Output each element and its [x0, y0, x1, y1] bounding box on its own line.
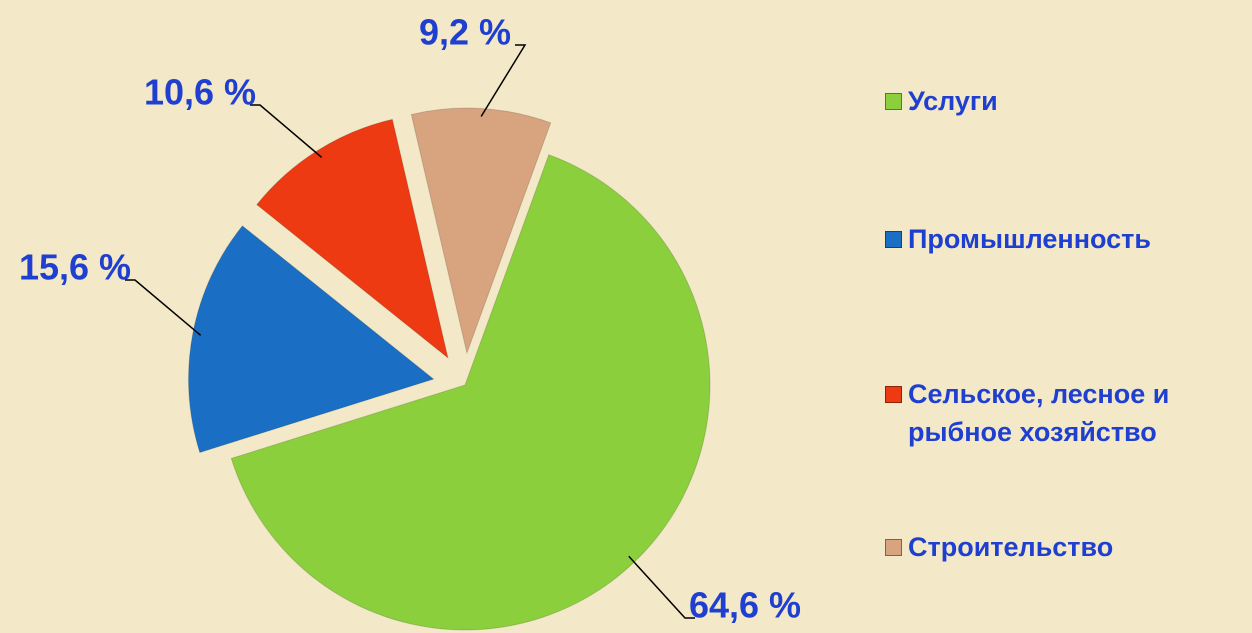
- pie-slice: [256, 118, 449, 360]
- data-label: 15,6 %: [19, 247, 131, 288]
- leader-line: [250, 104, 323, 158]
- legend-swatch: [885, 386, 902, 403]
- leader-line: [125, 279, 202, 336]
- legend-item: Сельское, лесное и рыбное хозяйство: [885, 375, 1245, 451]
- data-label: 64,6 %: [689, 585, 801, 626]
- legend-swatch: [885, 539, 902, 556]
- data-label: 10,6 %: [144, 72, 256, 113]
- legend-item: Услуги: [885, 82, 1245, 120]
- pie-slice: [188, 225, 435, 454]
- legend-label: Услуги: [908, 86, 998, 116]
- legend-item: Строительство: [885, 528, 1245, 566]
- legend-swatch: [885, 231, 902, 248]
- legend-item: Промышленность: [885, 220, 1245, 258]
- data-label: 9,2 %: [419, 12, 511, 53]
- chart: 64,6 % 15,6 % 10,6 % 9,2 %: [19, 12, 801, 631]
- pie-slice: [410, 107, 552, 355]
- legend-label: Промышленность: [908, 224, 1151, 254]
- leader-line: [480, 44, 527, 117]
- leader-line: [628, 555, 695, 619]
- legend-swatch: [885, 93, 902, 110]
- legend-label: Сельское, лесное и рыбное хозяйство: [908, 379, 1170, 447]
- legend-label: Строительство: [908, 532, 1114, 562]
